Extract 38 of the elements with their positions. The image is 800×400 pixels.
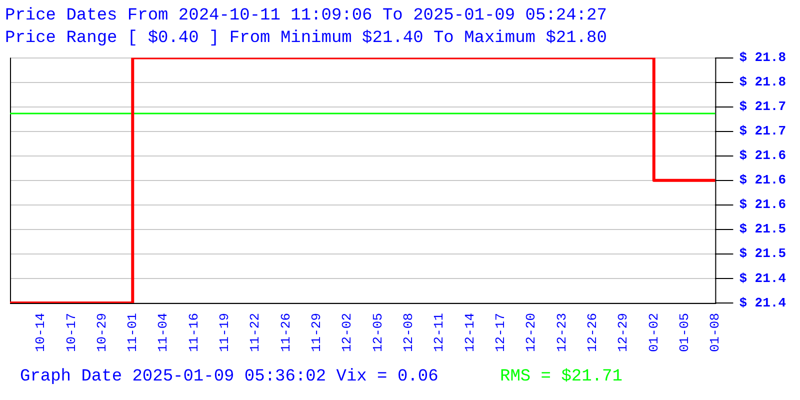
y-tick-label: $ 21.7 bbox=[739, 99, 786, 114]
y-tick-label: $ 21.8 bbox=[739, 74, 786, 90]
x-tick-label: 11-26 bbox=[278, 312, 294, 352]
x-tick-label: 11-04 bbox=[156, 312, 171, 352]
y-tick-label: $ 21.5 bbox=[739, 246, 786, 262]
y-tick-label: $ 21.4 bbox=[739, 270, 786, 286]
x-tick-label: 10-29 bbox=[94, 312, 110, 352]
x-tick-label: 11-01 bbox=[125, 312, 140, 352]
chart-subtitle: Price Range [ $0.40 ] From Minimum $21.40 To Maximum $21.80 bbox=[5, 29, 607, 48]
x-tick-label: 11-29 bbox=[309, 312, 324, 352]
y-tick-label: $ 21.4 bbox=[739, 295, 786, 310]
y-tick-label: $ 21.7 bbox=[739, 124, 786, 139]
ref-line-label: RMS = $21.71 bbox=[500, 368, 622, 386]
x-tick-label: 11-16 bbox=[186, 312, 202, 352]
x-tick-label: 12-17 bbox=[493, 312, 508, 352]
x-tick-label: 01-02 bbox=[646, 312, 662, 352]
y-tick-label: $ 21.8 bbox=[739, 50, 786, 66]
x-tick-label: 11-22 bbox=[248, 312, 263, 352]
x-tick-label: 12-26 bbox=[584, 312, 600, 352]
x-tick-label: 12-29 bbox=[616, 312, 631, 352]
y-tick-label: $ 21.6 bbox=[739, 148, 786, 164]
chart-title: Price Dates From 2024-10-11 11:09:06 To 2025-01-09 05:24:27 bbox=[5, 6, 607, 26]
x-tick-label: 12-11 bbox=[432, 312, 447, 352]
x-tick-label: 12-20 bbox=[524, 312, 539, 352]
x-tick-label: 11-19 bbox=[217, 312, 232, 352]
x-tick-label: 10-14 bbox=[33, 312, 48, 352]
x-tick-label: 01-05 bbox=[676, 312, 692, 352]
x-tick-label: 10-17 bbox=[64, 312, 79, 352]
y-tick-label: $ 21.5 bbox=[739, 222, 786, 237]
x-tick-label: 12-14 bbox=[462, 312, 478, 352]
y-tick-label: $ 21.6 bbox=[739, 197, 786, 212]
x-tick-label: 12-02 bbox=[340, 312, 355, 352]
x-tick-label: 12-08 bbox=[401, 312, 416, 352]
x-tick-label: 01-08 bbox=[708, 312, 723, 352]
y-tick-label: $ 21.6 bbox=[739, 172, 786, 188]
x-tick-label: 12-05 bbox=[370, 312, 386, 352]
text: Graph Date 2025-01-09 05:36:02 Vix = 0.06 bbox=[20, 368, 438, 386]
x-tick-label: 12-23 bbox=[554, 312, 570, 352]
